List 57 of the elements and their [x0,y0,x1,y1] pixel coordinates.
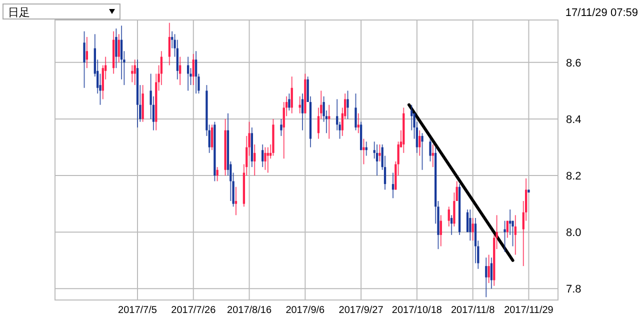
candlestick [362,138,365,165]
text: 17/11/29 07:59 [565,7,638,19]
candlestick [115,28,118,69]
candlestick [376,144,378,176]
candlestick [290,76,293,114]
candlestick [168,22,171,66]
candlestick [410,104,413,131]
candlestick [234,186,238,216]
y-tick-label: 8.6 [566,57,582,70]
candlestick [421,132,424,170]
candlestick [488,254,490,284]
candlestick [504,220,506,252]
candlestick [429,138,432,162]
candlestick [392,172,394,199]
candlestick [472,217,474,242]
y-tick-label: 8.4 [566,114,582,126]
candlestick [266,146,269,174]
candlestick [210,124,214,151]
x-tick-label: 2017/8/16 [227,305,272,316]
x-tick-label: 2017/9/6 [286,305,326,316]
y-tick-label: 7.8 [566,284,582,296]
y-tick-label: 8.0 [566,227,582,240]
x-tick-label: 2017/11/29 [504,305,554,316]
candlestick [378,144,381,162]
candlestick [328,104,330,140]
candlestick [490,257,493,290]
candlestick [448,206,450,227]
candlestick [440,214,442,247]
candlestick [418,130,421,156]
candlestick [83,30,86,88]
candlestick [118,34,120,63]
candlestick [192,53,194,86]
candlestick [506,220,508,238]
candlestick [346,90,349,120]
candlestick [86,36,88,69]
y-tick-label: 8.2 [566,170,582,183]
candlestick [288,93,290,112]
candlestick [469,208,472,242]
candlestick [432,144,434,168]
candlestick [264,146,266,170]
candlestick [514,214,516,256]
candlestick [254,144,256,176]
candlestick [194,50,198,94]
candlestick [354,93,357,131]
candlestick [450,214,453,236]
x-tick-label: 2017/7/5 [118,305,158,316]
candlestick [485,257,488,298]
candlestick [262,144,264,168]
candlestick [357,112,360,134]
x-tick-label: 2017/10/18 [392,305,442,316]
x-tick-label: 2017/9/27 [338,305,384,316]
candlestick [301,93,304,131]
candlestick [216,166,218,182]
candlestick [280,118,282,136]
x-tick-label: 2017/11/8 [450,305,496,316]
x-tick-label: 2017/7/26 [171,305,216,316]
dropdown: 日足 [2,4,120,20]
